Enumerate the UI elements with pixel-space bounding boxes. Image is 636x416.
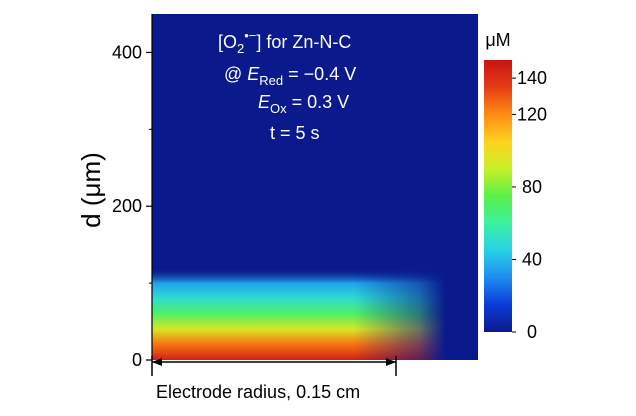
colorbar-gradient bbox=[484, 60, 512, 332]
colorbar-tick-label: 0 bbox=[527, 322, 537, 342]
colorbar-tick-label: 140 bbox=[517, 68, 547, 88]
colorbar-tick-label: 80 bbox=[522, 177, 542, 197]
y-axis: 0 200 400 bbox=[112, 14, 153, 370]
title-line-species: [O2•−] for Zn-N-C bbox=[218, 28, 351, 56]
y-axis-label: d (μm) bbox=[76, 152, 106, 228]
y-tick-label: 0 bbox=[132, 350, 142, 370]
diffusion-layer bbox=[152, 14, 478, 360]
colorbar: μM 0 40 80 120 140 bbox=[484, 30, 547, 342]
colorbar-tick-label: 40 bbox=[522, 249, 542, 269]
colorbar-tick-label: 120 bbox=[517, 104, 547, 124]
colorbar-unit: μM bbox=[485, 30, 510, 50]
chart-title: [O2•−] for Zn-N-C @ ERed = −0.4 V EOx = 0.… bbox=[218, 28, 356, 143]
title-line-4: t = 5 s bbox=[270, 123, 320, 143]
title-line-2: @ ERed = −0.4 V bbox=[224, 64, 356, 88]
title-line-3: EOx = 0.3 V bbox=[258, 92, 349, 116]
y-tick-label: 400 bbox=[112, 42, 142, 62]
x-axis-label: Electrode radius, 0.15 cm bbox=[156, 382, 360, 402]
electrode-span-marker bbox=[151, 356, 397, 376]
heatmap-plot bbox=[152, 14, 478, 360]
y-tick-label: 200 bbox=[112, 196, 142, 216]
